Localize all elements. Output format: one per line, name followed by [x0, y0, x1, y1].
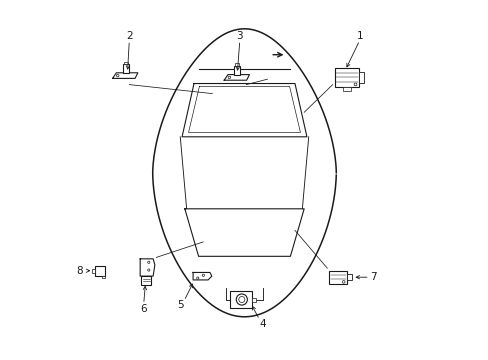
- Polygon shape: [140, 259, 155, 276]
- Bar: [359, 72, 363, 83]
- Polygon shape: [184, 209, 304, 256]
- Circle shape: [116, 75, 119, 77]
- Text: 2: 2: [126, 31, 132, 41]
- Circle shape: [342, 280, 345, 283]
- Polygon shape: [224, 75, 249, 80]
- Circle shape: [238, 297, 244, 302]
- Text: 1: 1: [356, 31, 362, 41]
- Circle shape: [236, 294, 247, 305]
- Circle shape: [353, 83, 356, 86]
- Bar: [141, 276, 151, 285]
- Bar: [328, 271, 347, 284]
- Bar: [343, 87, 350, 90]
- Bar: [235, 63, 239, 66]
- Text: 6: 6: [140, 304, 147, 314]
- Bar: [347, 274, 351, 280]
- Text: 3: 3: [236, 31, 243, 41]
- Polygon shape: [182, 84, 306, 137]
- Circle shape: [202, 274, 204, 276]
- Bar: [123, 62, 127, 64]
- Circle shape: [147, 269, 150, 271]
- Bar: [122, 64, 128, 73]
- Bar: [251, 297, 255, 302]
- Polygon shape: [188, 86, 300, 132]
- Text: 5: 5: [177, 300, 183, 310]
- Text: 4: 4: [259, 319, 265, 329]
- Polygon shape: [152, 29, 336, 317]
- Circle shape: [147, 261, 150, 264]
- Bar: [234, 66, 240, 75]
- Bar: [102, 276, 104, 278]
- Polygon shape: [112, 73, 138, 78]
- Text: 8: 8: [77, 266, 83, 276]
- Bar: [334, 68, 359, 87]
- Circle shape: [196, 277, 199, 279]
- Bar: [95, 266, 104, 276]
- Bar: [229, 292, 251, 307]
- Polygon shape: [193, 273, 211, 280]
- Circle shape: [228, 76, 230, 78]
- Text: 7: 7: [369, 272, 376, 282]
- Bar: [92, 269, 95, 273]
